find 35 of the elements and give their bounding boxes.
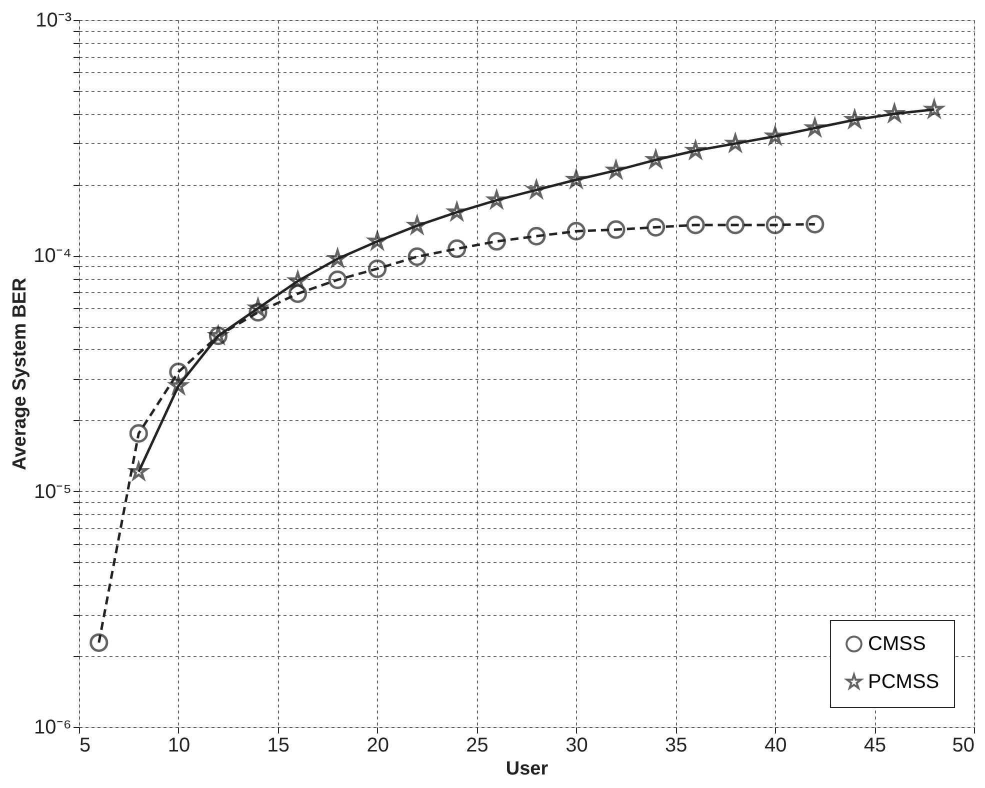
point [448,239,466,258]
y-tick-label: 10⁻⁴ [34,245,72,268]
legend-label: PCMSS [868,671,940,693]
x-tick-label: 40 [764,734,787,756]
y-tick-label: 10⁻⁵ [34,480,72,503]
x-axis-title: User [506,758,549,780]
point [686,216,705,234]
point [766,216,784,234]
x-tick-label: 45 [864,734,886,756]
x-tick-label: 15 [267,734,290,756]
y-tick-label: 10⁻⁶ [34,716,72,738]
x-tick-label: 25 [466,734,488,756]
x-tick-label: 10 [168,734,190,756]
x-tick-label: 20 [366,734,389,756]
x-tick-label: 5 [80,734,91,756]
point [90,633,108,652]
point [328,270,347,290]
legend-label: CMSS [868,633,926,655]
x-tick-label: 30 [566,734,588,756]
point [288,284,308,303]
point [129,424,148,443]
point [726,216,745,234]
point [527,226,546,246]
point [368,259,387,278]
point [646,218,666,237]
point [487,232,506,251]
point [606,220,626,239]
x-tick-label: 50 [952,734,974,756]
point [806,214,824,234]
x-tick-label: 35 [665,734,688,756]
point [408,247,426,266]
y-tick-label: 10⁻³ [36,10,72,32]
point [566,222,586,240]
point [169,362,188,382]
y-axis-title: Average System BER [10,277,31,470]
